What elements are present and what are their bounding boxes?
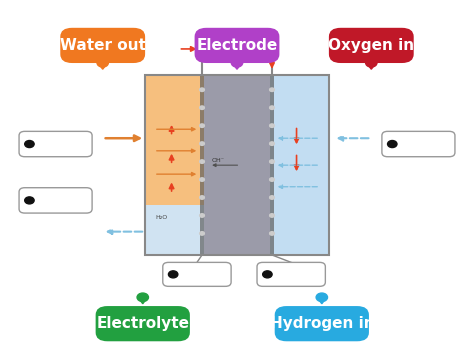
Circle shape <box>200 196 204 199</box>
FancyBboxPatch shape <box>163 262 231 286</box>
Circle shape <box>200 160 204 163</box>
Polygon shape <box>366 63 376 69</box>
FancyBboxPatch shape <box>257 262 325 286</box>
Circle shape <box>270 178 274 181</box>
Text: Oxygen in: Oxygen in <box>328 38 414 53</box>
FancyBboxPatch shape <box>19 131 92 157</box>
Circle shape <box>270 88 274 92</box>
Circle shape <box>263 271 272 278</box>
FancyBboxPatch shape <box>19 188 92 213</box>
Text: Water out: Water out <box>60 38 146 53</box>
Polygon shape <box>138 297 147 304</box>
Circle shape <box>200 214 204 217</box>
Circle shape <box>231 59 243 67</box>
Text: H₂O: H₂O <box>155 215 168 220</box>
Circle shape <box>200 142 204 146</box>
Circle shape <box>200 178 204 181</box>
Circle shape <box>168 271 178 278</box>
FancyBboxPatch shape <box>60 28 145 63</box>
Circle shape <box>137 293 148 301</box>
Bar <box>145 75 329 255</box>
Circle shape <box>365 59 377 67</box>
Circle shape <box>270 142 274 146</box>
Bar <box>145 75 204 205</box>
Circle shape <box>200 88 204 92</box>
FancyBboxPatch shape <box>96 306 190 341</box>
Circle shape <box>270 124 274 127</box>
Text: Electrode: Electrode <box>196 38 278 53</box>
Circle shape <box>270 214 274 217</box>
Circle shape <box>25 141 34 148</box>
Circle shape <box>316 293 328 301</box>
Polygon shape <box>232 63 242 69</box>
FancyBboxPatch shape <box>275 306 369 341</box>
Text: Hydrogen in: Hydrogen in <box>270 316 374 331</box>
Circle shape <box>200 232 204 235</box>
FancyBboxPatch shape <box>195 28 279 63</box>
Bar <box>270 75 329 255</box>
FancyBboxPatch shape <box>382 131 455 157</box>
Text: Electrolyte: Electrolyte <box>96 316 189 331</box>
Circle shape <box>200 124 204 127</box>
Circle shape <box>270 160 274 163</box>
Circle shape <box>270 196 274 199</box>
Bar <box>145 205 204 255</box>
Bar <box>204 75 270 255</box>
Circle shape <box>97 59 109 67</box>
Text: OH⁻: OH⁻ <box>212 158 225 163</box>
Circle shape <box>270 232 274 235</box>
Circle shape <box>270 106 274 109</box>
Polygon shape <box>98 63 108 69</box>
Circle shape <box>200 106 204 109</box>
Circle shape <box>388 141 397 148</box>
FancyBboxPatch shape <box>329 28 414 63</box>
Circle shape <box>25 197 34 204</box>
Polygon shape <box>317 297 327 304</box>
